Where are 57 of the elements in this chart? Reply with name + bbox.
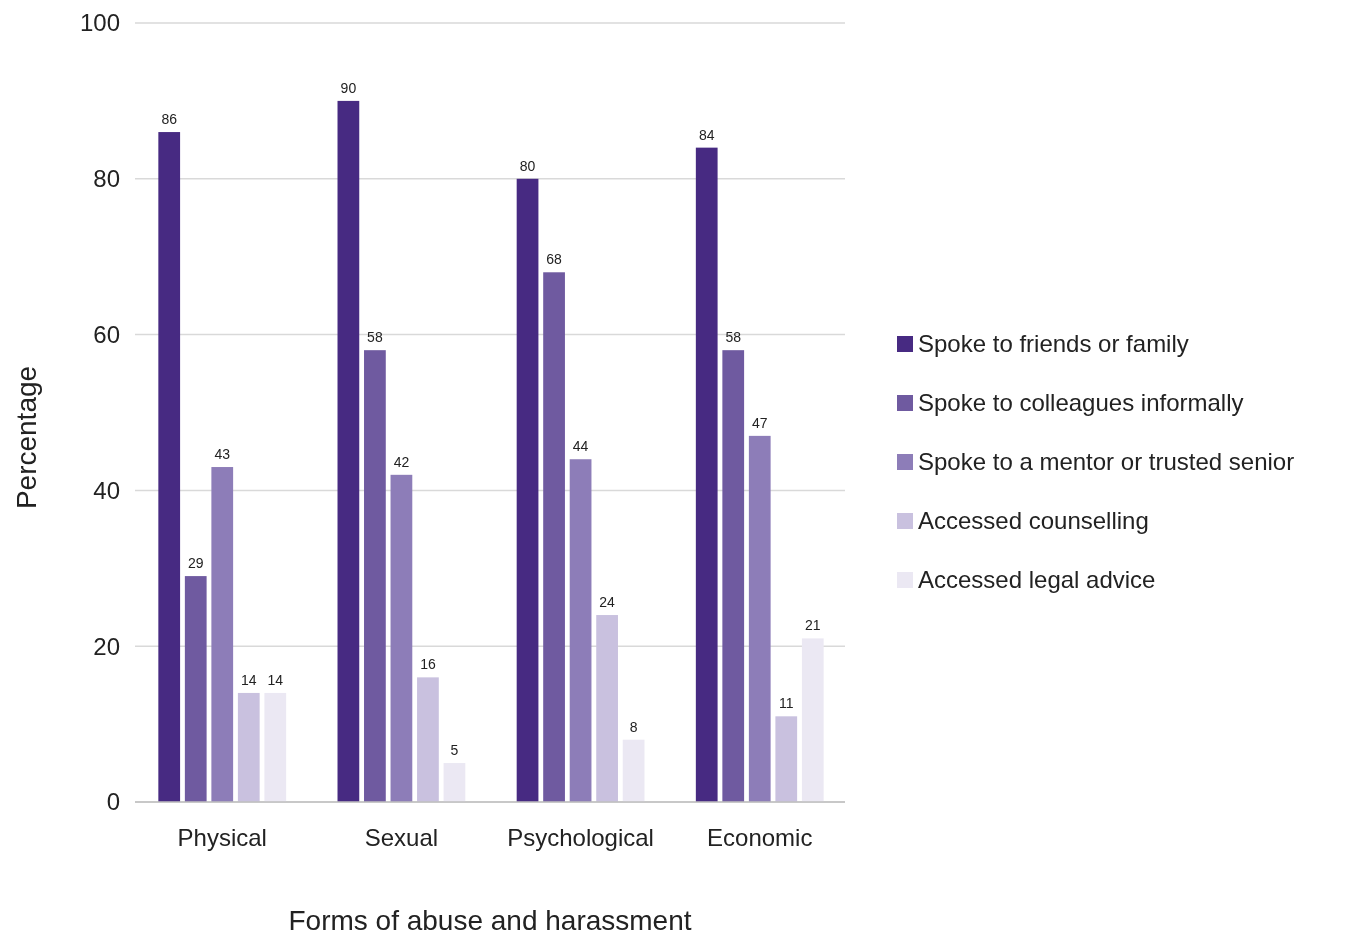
x-axis-title: Forms of abuse and harassment — [288, 905, 692, 936]
legend-label: Spoke to friends or family — [918, 330, 1189, 358]
data-label: 8 — [629, 718, 638, 735]
bar — [211, 467, 234, 802]
bar — [569, 459, 592, 802]
data-label: 11 — [778, 695, 794, 712]
data-label: 58 — [367, 329, 383, 346]
bar — [443, 763, 466, 802]
legend-label: Accessed counselling — [918, 507, 1149, 535]
bar — [390, 474, 413, 802]
data-label: 84 — [698, 126, 715, 143]
bar — [801, 638, 824, 802]
data-label: 14 — [267, 671, 284, 688]
bar — [516, 178, 539, 802]
bar — [364, 350, 386, 802]
x-tick-label: Sexual — [364, 824, 439, 851]
bar — [596, 615, 618, 802]
data-label: 21 — [804, 617, 821, 634]
y-tick-label: 40 — [93, 476, 120, 504]
bar — [158, 132, 181, 802]
x-tick-label: Physical — [177, 824, 267, 851]
bar — [417, 677, 439, 802]
legend-label: Spoke to colleagues informally — [918, 389, 1244, 417]
bar — [543, 272, 565, 802]
y-tick-label: 100 — [79, 9, 120, 37]
data-label: 43 — [214, 446, 231, 463]
bar — [184, 576, 207, 802]
y-axis-title: Percentage — [11, 365, 42, 510]
data-label: 24 — [599, 594, 616, 611]
bar — [264, 692, 287, 802]
bar — [237, 692, 260, 802]
data-label: 86 — [161, 111, 178, 128]
data-label: 42 — [393, 453, 410, 470]
data-label: 47 — [751, 414, 768, 431]
y-tick-label: 0 — [106, 788, 120, 816]
y-tick-label: 20 — [93, 632, 120, 660]
x-tick-label: Economic — [707, 824, 813, 851]
bar — [775, 716, 798, 802]
bar — [748, 435, 771, 802]
y-tick-label: 80 — [93, 165, 120, 193]
bar — [337, 100, 360, 802]
legend-label: Spoke to a mentor or trusted senior — [918, 448, 1295, 476]
data-label: 58 — [725, 329, 742, 346]
x-tick-label: Psychological — [507, 824, 654, 851]
bar — [722, 350, 745, 802]
bar — [695, 147, 718, 802]
data-label: 14 — [240, 671, 257, 688]
data-label: 68 — [546, 251, 563, 268]
y-tick-label: 60 — [93, 321, 120, 348]
data-label: 16 — [420, 656, 436, 673]
data-label: 5 — [450, 742, 459, 759]
data-label: 90 — [340, 79, 357, 96]
data-label: 80 — [519, 157, 536, 174]
bar — [622, 739, 645, 802]
legend-label: Accessed legal advice — [918, 566, 1156, 594]
data-label: 44 — [572, 438, 589, 455]
data-label: 29 — [187, 555, 204, 572]
